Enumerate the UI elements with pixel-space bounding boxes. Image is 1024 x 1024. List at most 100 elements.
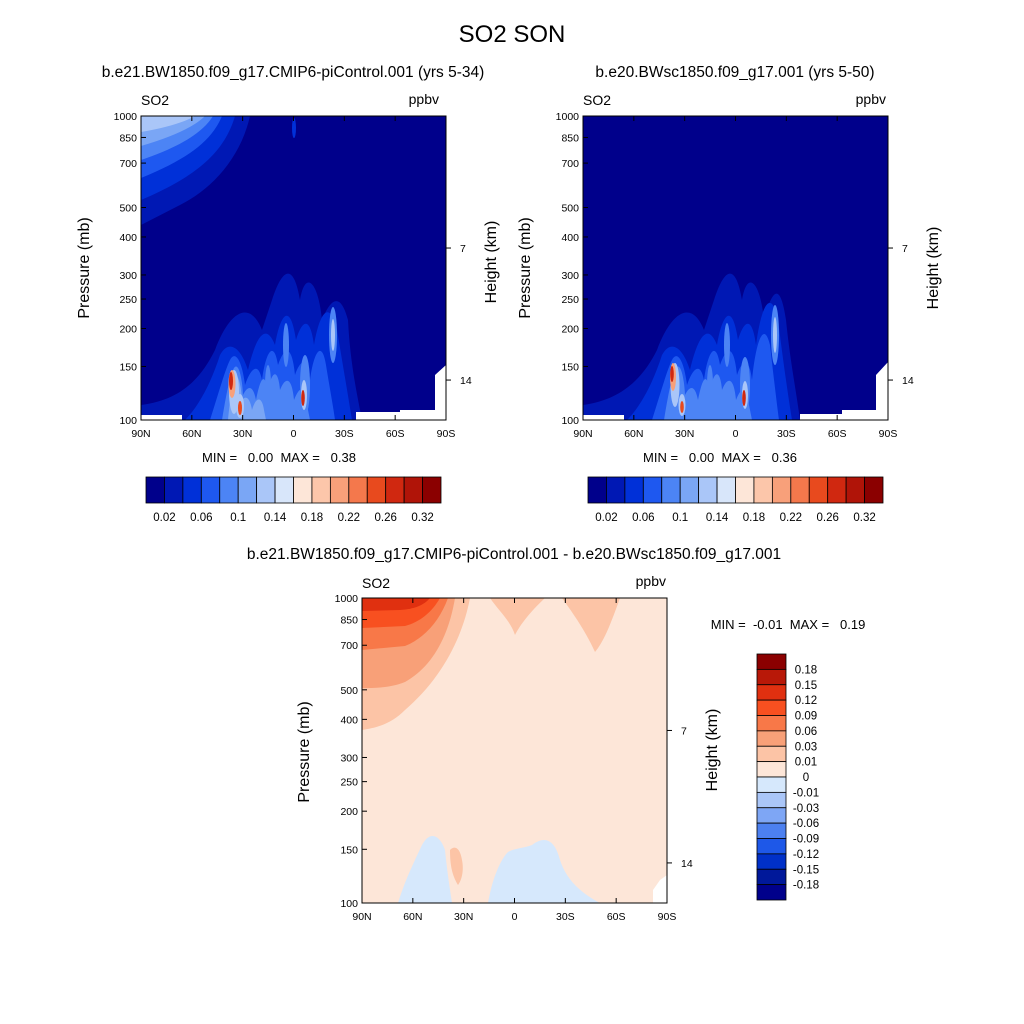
colorbar-label: -0.03 <box>793 803 819 815</box>
contour-band <box>490 598 545 635</box>
panel-bwsc-units: ppbv <box>856 91 886 107</box>
y-tick-label: 200 <box>561 323 579 335</box>
colorbar-swatch <box>756 884 787 901</box>
contour-band <box>229 372 233 390</box>
y-tick-label: 250 <box>119 294 137 306</box>
colorbar-label: 0.18 <box>743 512 765 524</box>
colorbar-label: 0.02 <box>153 512 175 524</box>
figure-title: SO2 SON <box>459 21 566 48</box>
colorbar-label: 0.32 <box>411 512 433 524</box>
colorbar-swatch <box>329 476 350 504</box>
colorbar-label: -0.15 <box>793 864 819 876</box>
colorbar-label: 0.18 <box>795 664 817 676</box>
colorbar-swatch <box>256 476 276 504</box>
colorbar-label: 0.26 <box>374 512 396 524</box>
contour-missing <box>653 875 667 903</box>
colorbar-label: 0.09 <box>795 711 817 723</box>
colorbar-swatch <box>698 476 718 504</box>
panel-bwsc-contours <box>583 116 888 420</box>
colorbar-swatch <box>293 476 313 504</box>
y-tick-label: 850 <box>561 132 579 144</box>
colorbar-swatch <box>348 476 368 504</box>
colorbar-label: 0.14 <box>264 512 287 524</box>
x-tick-label: 0 <box>291 428 297 440</box>
x-tick-label: 30S <box>335 428 354 440</box>
colorbar-swatch <box>587 476 607 504</box>
panel-bwsc-colorbar: 0.02 0.06 0.1 0.14 0.18 0.22 0.26 0.32 <box>587 476 884 524</box>
panel-bwsc-axes: 90N 60N 30N 0 30S 60S 90S 100 150 200 250 300 400 500… <box>556 111 914 440</box>
y-tick-label: 100 <box>340 898 358 910</box>
panel-difference-units: ppbv <box>636 573 666 589</box>
colorbar-swatch <box>756 684 787 701</box>
panel-control-units: ppbv <box>409 91 439 107</box>
contour-band <box>488 840 600 903</box>
colorbar-swatch <box>716 476 736 504</box>
colorbar-label: 0.14 <box>706 512 729 524</box>
x-tick-label: 60N <box>403 911 422 923</box>
panel-difference-ylabel: Pressure (mb) <box>296 701 313 802</box>
panel-control-ylabel-right: Height (km) <box>483 221 500 304</box>
y-tick-label: 200 <box>340 806 358 818</box>
colorbar-swatch <box>311 476 331 504</box>
x-tick-label: 0 <box>512 911 518 923</box>
colorbar-label: 0.06 <box>632 512 654 524</box>
colorbar-swatch <box>182 476 202 504</box>
colorbar-swatch <box>606 476 626 504</box>
panel-control-ylabel: Pressure (mb) <box>76 217 93 318</box>
contour-band <box>283 323 289 367</box>
panel-difference: b.e21.BW1850.f09_g17.CMIP6-piControl.001… <box>247 546 865 923</box>
contour-band <box>680 401 684 413</box>
colorbar-swatch <box>756 838 787 855</box>
panel-difference-colorbar: 0.18 0.15 0.12 0.09 0.06 0.03 0.01 0 -0.01 -0.03 -… <box>756 653 819 901</box>
colorbar-label: 0.15 <box>795 680 817 692</box>
y-tick-label: 150 <box>561 361 579 373</box>
colorbar-swatch <box>756 745 787 763</box>
colorbar-swatch <box>790 476 810 504</box>
y-tick-label: 1000 <box>335 593 359 605</box>
colorbar-label: 0.03 <box>795 741 817 753</box>
y-tick-label: 500 <box>561 203 579 215</box>
colorbar-swatch <box>756 715 787 732</box>
y-tick-label: 250 <box>340 777 358 789</box>
colorbar-label: 0 <box>803 772 809 784</box>
panel-control-variable: SO2 <box>141 92 169 108</box>
colorbar-swatch <box>366 476 387 504</box>
colorbar-label: 0.01 <box>795 757 817 769</box>
colorbar-swatch <box>771 476 792 504</box>
x-tick-label: 60N <box>624 428 643 440</box>
colorbar-swatch <box>756 776 787 793</box>
panel-control-axes: 90N 60N 30N 0 30S 60S 90S 100 150 200 250 300 400 500… <box>114 111 472 440</box>
contour-band <box>562 598 620 652</box>
y-tick-label: 100 <box>119 415 137 427</box>
colorbar-swatch <box>164 476 184 504</box>
colorbar-swatch <box>661 476 681 504</box>
y-tick-label: 100 <box>561 415 579 427</box>
y-tick-label: 1000 <box>114 111 138 123</box>
x-tick-label: 60S <box>607 911 626 923</box>
colorbar-swatch <box>735 476 755 504</box>
x-tick-label: 60N <box>182 428 201 440</box>
x-tick-label: 90N <box>573 428 592 440</box>
panel-bwsc-ylabel-right: Height (km) <box>925 227 942 310</box>
colorbar-swatch <box>756 807 787 824</box>
contour-band <box>773 317 777 353</box>
contour-band <box>707 365 713 405</box>
colorbar-label: 0.06 <box>795 726 817 738</box>
panel-difference-axes: 90N 60N 30N 0 30S 60S 90S 100 150 200 250 300 400 500… <box>335 593 693 923</box>
x-tick-label: 30S <box>777 428 796 440</box>
panel-bwsc-variable: SO2 <box>583 92 611 108</box>
y-tick-label: 200 <box>119 323 137 335</box>
colorbar-swatch <box>808 476 829 504</box>
contour-missing <box>141 365 446 420</box>
colorbar-swatch <box>756 761 787 778</box>
colorbar-swatch <box>679 476 700 504</box>
colorbar-swatch <box>145 476 165 504</box>
colorbar-label: 0.26 <box>816 512 838 524</box>
colorbar-swatch <box>756 868 787 886</box>
panel-control-contours <box>141 116 446 420</box>
colorbar-swatch <box>756 699 787 716</box>
colorbar-swatch <box>845 476 865 504</box>
panel-difference-contours <box>362 598 667 903</box>
x-tick-label: 30N <box>233 428 252 440</box>
contour-missing <box>583 362 888 420</box>
